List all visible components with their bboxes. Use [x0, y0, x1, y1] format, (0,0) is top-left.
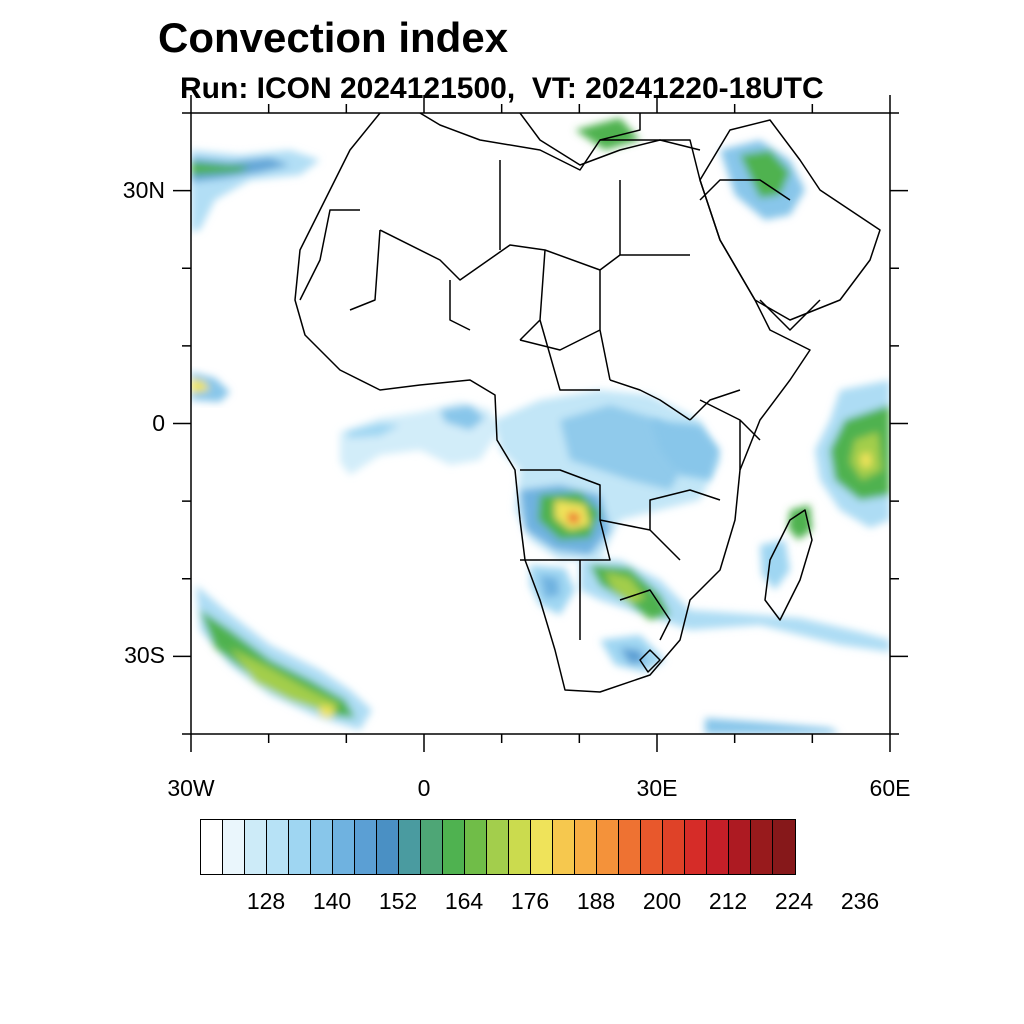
colorbar-box: [443, 820, 465, 874]
colorbar-box: [597, 820, 619, 874]
colorbar-label: 236: [840, 888, 880, 914]
africa-coastline: [294, 113, 811, 693]
convection-field-south-atlantic: [196, 585, 840, 734]
lon-label: 30E: [636, 775, 678, 801]
colorbar-label: 152: [378, 888, 418, 914]
colorbar-box: [223, 820, 245, 874]
colorbar-label: 128: [246, 888, 286, 914]
map-subtitle: Run: ICON 2024121500, VT: 20241220-18UTC: [180, 72, 824, 105]
colorbar-box: [509, 820, 531, 874]
convection-map: [173, 95, 908, 752]
lon-label: 60E: [869, 775, 911, 801]
colorbar-box: [201, 820, 223, 874]
arabian-peninsula: [699, 119, 881, 321]
colorbar-box: [289, 820, 311, 874]
colorbar-box: [333, 820, 355, 874]
convection-field-southern-africa: [530, 560, 890, 672]
colorbar-box: [377, 820, 399, 874]
colorbar-box: [707, 820, 729, 874]
colorbar-box: [311, 820, 333, 874]
convection-field-indian-ocean: [815, 380, 890, 528]
colorbar-label: 140: [312, 888, 352, 914]
colorbar-box: [355, 820, 377, 874]
lat-label: 0: [152, 409, 165, 436]
convection-field-atlantic-west: [191, 372, 230, 402]
convection-field-middle-east: [575, 118, 805, 220]
colorbar-label: 164: [444, 888, 484, 914]
lat-label: 30S: [124, 642, 165, 669]
colorbar-box: [751, 820, 773, 874]
map-title: Convection index: [158, 14, 509, 61]
colorbar-label: 188: [576, 888, 616, 914]
internal-borders: [299, 160, 821, 673]
colorbar: [200, 819, 796, 875]
colorbar-box: [685, 820, 707, 874]
lon-label: 30W: [167, 775, 215, 801]
colorbar-box: [575, 820, 597, 874]
mediterranean-coast: [519, 113, 701, 166]
colorbar-box: [531, 820, 553, 874]
colorbar-label: 224: [774, 888, 814, 914]
axis-ticks: [173, 95, 908, 752]
colorbar-box: [663, 820, 685, 874]
madagascar: [764, 509, 813, 621]
colorbar-box: [421, 820, 443, 874]
colorbar-box: [553, 820, 575, 874]
colorbar-label: 176: [510, 888, 550, 914]
lat-label: 30N: [122, 176, 165, 203]
colorbar-label: 200: [642, 888, 682, 914]
colorbar-box: [245, 820, 267, 874]
colorbar-box: [729, 820, 751, 874]
convection-field-atlantic-north: [191, 150, 320, 232]
lon-label: 0: [417, 775, 431, 801]
colorbar-box: [487, 820, 509, 874]
convection-field-itcz: [340, 402, 500, 475]
colorbar-box: [267, 820, 289, 874]
colorbar-box: [641, 820, 663, 874]
colorbar-label: 212: [708, 888, 748, 914]
colorbar-box: [399, 820, 421, 874]
country-borders: [294, 113, 881, 693]
colorbar-box: [465, 820, 487, 874]
colorbar-box: [619, 820, 641, 874]
colorbar-box: [773, 820, 795, 874]
